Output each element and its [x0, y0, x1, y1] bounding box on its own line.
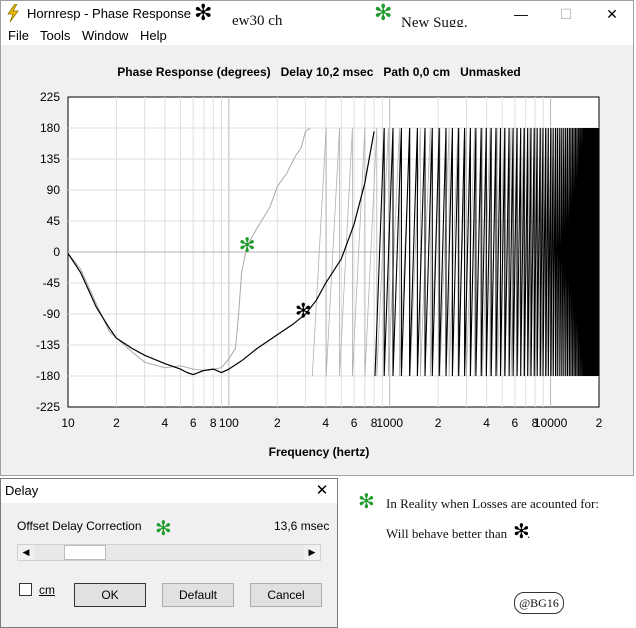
- minimize-button[interactable]: —: [514, 6, 528, 22]
- title-note-ew30: ew30 ch: [232, 13, 283, 29]
- y-tick-label: -45: [43, 276, 61, 290]
- delay-scrollbar[interactable]: ◀ ▶: [17, 544, 321, 561]
- main-window: Hornresp - Phase Response ✻ ew30 ch ✻ Ne…: [0, 0, 634, 476]
- x-tick-label: 10000: [534, 416, 568, 430]
- x-tick-label: 100: [219, 416, 239, 430]
- y-tick-label: -180: [36, 369, 60, 383]
- y-tick-label: 0: [53, 245, 60, 259]
- x-tick-label: 8: [371, 416, 378, 430]
- y-tick-label: 180: [40, 121, 60, 135]
- title-bar: Hornresp - Phase Response ✻ ew30 ch ✻ Ne…: [1, 1, 633, 31]
- y-tick-label: 90: [47, 183, 61, 197]
- dialog-title-bar: Delay ✕: [1, 479, 337, 503]
- scroll-right-arrow[interactable]: ▶: [304, 545, 320, 560]
- x-tick-label: 6: [190, 416, 197, 430]
- series-wrap: [374, 127, 600, 377]
- x-tick-label: 4: [483, 416, 490, 430]
- y-tick-label: -135: [36, 338, 60, 352]
- hornresp-lightning-icon: [7, 4, 19, 22]
- x-tick-label: 10: [61, 416, 75, 430]
- offset-delay-value: 13,6 msec: [274, 519, 330, 533]
- x-tick-label: 6: [512, 416, 519, 430]
- menu-bar: File Tools Window Help: [1, 27, 633, 45]
- bg16-stamp: @BG16: [514, 592, 564, 614]
- chart-header: Phase Response (degrees) Delay 10,2 msec…: [117, 65, 521, 79]
- annotation-note: ✻ In Reality when Losses are acounted fo…: [338, 478, 636, 628]
- series-black: [67, 127, 600, 377]
- x-tick-label: 6: [351, 416, 358, 430]
- maximize-button[interactable]: ☐: [559, 5, 573, 22]
- phase-response-chart: Phase Response (degrees) Delay 10,2 msec…: [36, 65, 603, 459]
- y-tick-label: 45: [47, 214, 61, 228]
- window-title: Hornresp - Phase Response: [27, 6, 192, 21]
- x-axis-label: Frequency (hertz): [269, 445, 370, 459]
- x-tick-label: 4: [322, 416, 329, 430]
- scroll-left-arrow[interactable]: ◀: [18, 545, 34, 560]
- offset-delay-label: Offset Delay Correction: [17, 519, 142, 533]
- y-tick-label: -225: [36, 400, 60, 414]
- grid: [68, 97, 599, 407]
- x-tick-label: 2: [435, 416, 442, 430]
- dialog-green-star: ✻: [155, 516, 172, 540]
- black-star-marker: ✻: [194, 1, 213, 26]
- x-tick-label: 8: [532, 416, 539, 430]
- cm-checkbox[interactable]: [19, 583, 32, 596]
- series-line: [67, 131, 375, 376]
- note-black-star: ✻: [513, 519, 530, 543]
- x-tick-label: 2: [274, 416, 281, 430]
- scroll-thumb[interactable]: [63, 545, 106, 560]
- delay-dialog: Delay ✕ Offset Delay Correction ✻ 13,6 m…: [0, 478, 338, 628]
- cm-label: cm: [39, 583, 55, 597]
- dialog-close-button[interactable]: ✕: [315, 482, 329, 499]
- note-green-star: ✻: [358, 489, 375, 513]
- ok-button[interactable]: OK: [74, 583, 146, 607]
- cancel-button[interactable]: Cancel: [250, 583, 322, 607]
- close-button[interactable]: ✕: [606, 5, 618, 22]
- scroll-track[interactable]: [34, 545, 304, 560]
- y-axis-ticks: 225 180 135 90 45 0 -45 -90 -135 -180 -225: [36, 90, 60, 414]
- x-tick-label: 4: [162, 416, 169, 430]
- menu-tools[interactable]: Tools: [40, 28, 71, 43]
- star-annotation: ✻: [295, 299, 312, 323]
- y-tick-label: 225: [40, 90, 60, 104]
- x-tick-label: 8: [210, 416, 217, 430]
- menu-help[interactable]: Help: [140, 28, 167, 43]
- x-tick-label: 2: [596, 416, 603, 430]
- note-line-1: In Reality when Losses are acounted for:: [386, 496, 599, 511]
- menu-window[interactable]: Window: [82, 28, 129, 43]
- green-star-marker: ✻: [374, 1, 393, 26]
- y-tick-label: -90: [43, 307, 61, 321]
- star-annotation: ✻: [239, 233, 256, 257]
- default-button[interactable]: Default: [162, 583, 234, 607]
- dialog-title: Delay: [5, 483, 39, 498]
- note-line-2: Will behave better than: [386, 526, 508, 541]
- x-tick-label: 1000: [376, 416, 403, 430]
- x-tick-label: 2: [113, 416, 120, 430]
- y-tick-label: 135: [40, 152, 60, 166]
- menu-file[interactable]: File: [8, 28, 29, 43]
- annotations: ✻✻: [239, 233, 312, 322]
- note-line-2-end: .: [527, 526, 531, 541]
